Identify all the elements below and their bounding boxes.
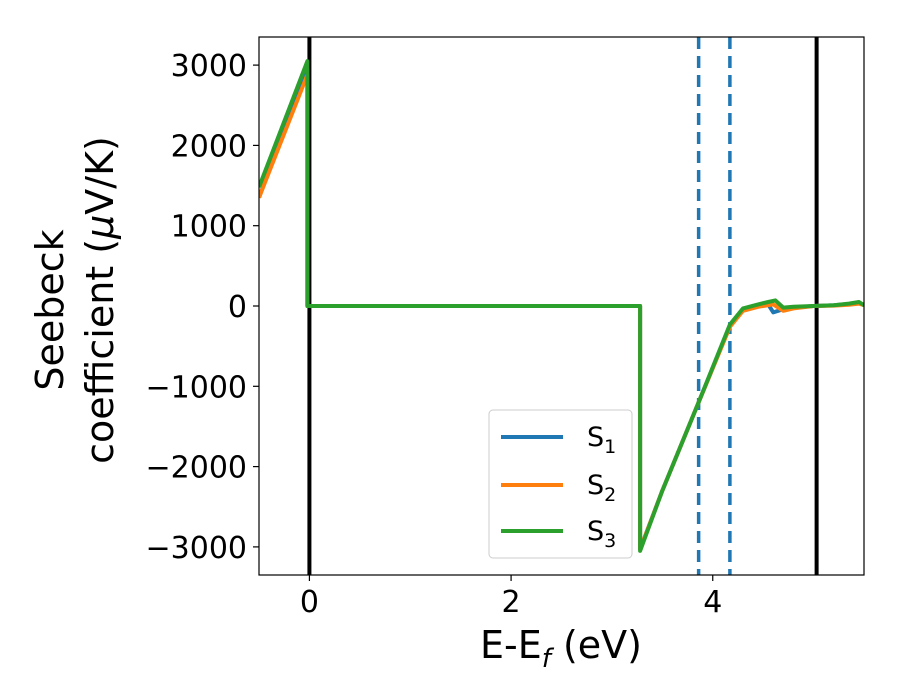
legend-label-s2-sub: 2 (604, 484, 616, 506)
legend-entry-s2: S2 (501, 470, 616, 506)
x-axis-title-main: E-E (480, 623, 542, 667)
y-axis-title-line2: coefficient (μV/K) (78, 136, 122, 464)
y-tick-label: −2000 (146, 451, 247, 486)
x-tick-label: 4 (703, 585, 722, 620)
legend-label-s3-main: S (587, 516, 604, 547)
y-tick-label: −3000 (146, 531, 247, 566)
series-line-s3 (259, 59, 864, 553)
y-axis-title-mu: μ (78, 215, 122, 240)
legend-label-s1-sub: 1 (604, 436, 616, 458)
legend-label-s2-main: S (587, 470, 604, 501)
legend-label-s3: S3 (587, 516, 616, 552)
plot-area (259, 37, 864, 575)
legend-label-s1-main: S (587, 422, 604, 453)
legend-label-s1: S1 (587, 422, 616, 458)
y-tick-label: 1000 (171, 210, 247, 245)
x-axis-title-suffix: (eV) (551, 623, 642, 667)
x-axis-title: E-Ef (eV) (480, 623, 642, 674)
x-axis: 0 2 4 (300, 575, 722, 620)
y-tick-label: 3000 (171, 49, 247, 84)
y-axis-title-line2-suffix: V/K) (78, 136, 122, 215)
y-axis-title-line2-prefix: coefficient ( (78, 239, 122, 464)
y-tick-label: 2000 (171, 129, 247, 164)
x-tick-label: 2 (502, 585, 521, 620)
y-axis-title-line1: Seebeck (28, 229, 72, 390)
series-lines (259, 59, 864, 553)
legend-label-s3-sub: 3 (604, 530, 616, 552)
legend: S1 S2 S3 (488, 409, 633, 559)
y-axis: 3000 2000 1000 0 −1000 −2000 −3000 (146, 49, 259, 566)
legend-label-s2: S2 (587, 470, 616, 506)
legend-entry-s3: S3 (501, 516, 616, 552)
legend-entry-s1: S1 (501, 422, 616, 458)
y-tick-label: 0 (228, 290, 247, 325)
x-tick-label: 0 (300, 585, 319, 620)
y-tick-label: −1000 (146, 370, 247, 405)
